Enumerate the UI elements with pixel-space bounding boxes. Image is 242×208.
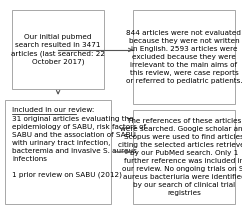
Text: Our initial pubmed
search resulted in 3471
articles (last searched: 22
October 2: Our initial pubmed search resulted in 34…: [11, 34, 105, 66]
Bar: [12, 10, 104, 89]
Text: Included in our review:: Included in our review:: [12, 107, 94, 113]
Bar: [133, 110, 235, 204]
Text: 844 articles were not evaluated
because they were not written
in English. 2593 a: 844 articles were not evaluated because …: [126, 30, 242, 84]
Text: The references of these articles
were searched. Google scholar and
Scopus were u: The references of these articles were se…: [118, 118, 242, 196]
Bar: [5, 100, 111, 204]
Text: 31 original articles evaluating the
epidemiology of SABU, risk factors of
SABU a: 31 original articles evaluating the epid…: [12, 116, 146, 178]
Bar: [133, 10, 235, 104]
